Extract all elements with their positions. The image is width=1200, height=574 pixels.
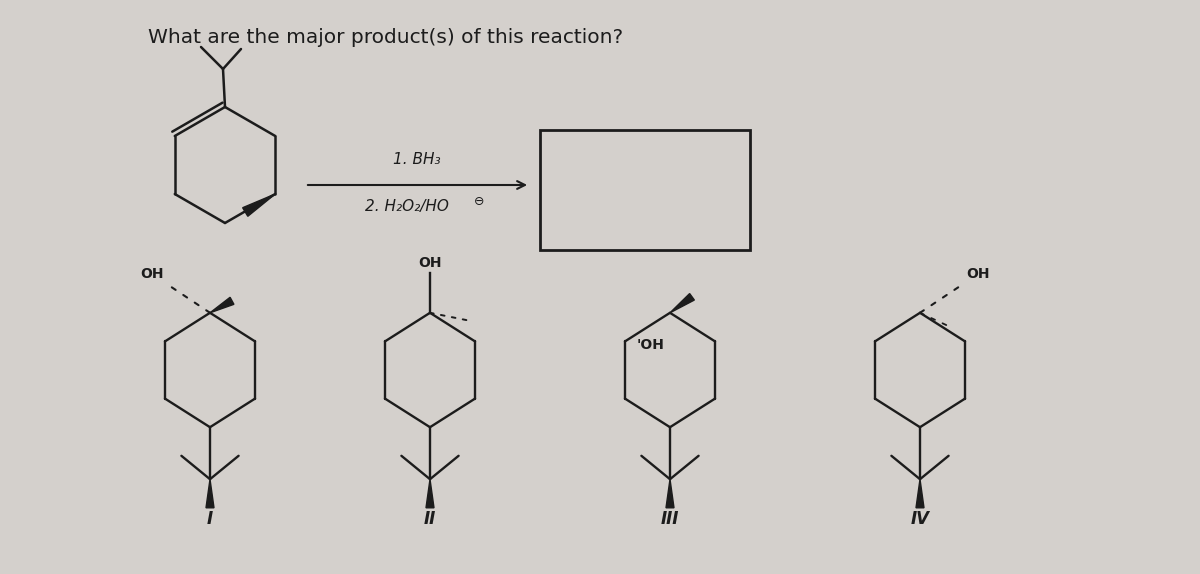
Polygon shape bbox=[242, 194, 275, 216]
Polygon shape bbox=[670, 293, 695, 313]
Polygon shape bbox=[206, 479, 214, 508]
Text: I: I bbox=[206, 510, 214, 528]
Text: OH: OH bbox=[140, 267, 164, 281]
Polygon shape bbox=[916, 479, 924, 508]
Text: II: II bbox=[424, 510, 436, 528]
Text: 2. H₂O₂/HO: 2. H₂O₂/HO bbox=[365, 199, 449, 214]
Text: ⊖: ⊖ bbox=[474, 195, 485, 208]
Text: OH: OH bbox=[966, 267, 990, 281]
Text: IV: IV bbox=[911, 510, 930, 528]
Bar bbox=[540, 130, 750, 250]
Text: III: III bbox=[661, 510, 679, 528]
Text: What are the major product(s) of this reaction?: What are the major product(s) of this re… bbox=[148, 28, 623, 47]
Text: 'OH: 'OH bbox=[637, 339, 665, 352]
Text: OH: OH bbox=[419, 256, 442, 270]
Polygon shape bbox=[426, 479, 434, 508]
Polygon shape bbox=[666, 479, 674, 508]
Polygon shape bbox=[210, 297, 234, 313]
Text: 1. BH₃: 1. BH₃ bbox=[394, 152, 440, 167]
